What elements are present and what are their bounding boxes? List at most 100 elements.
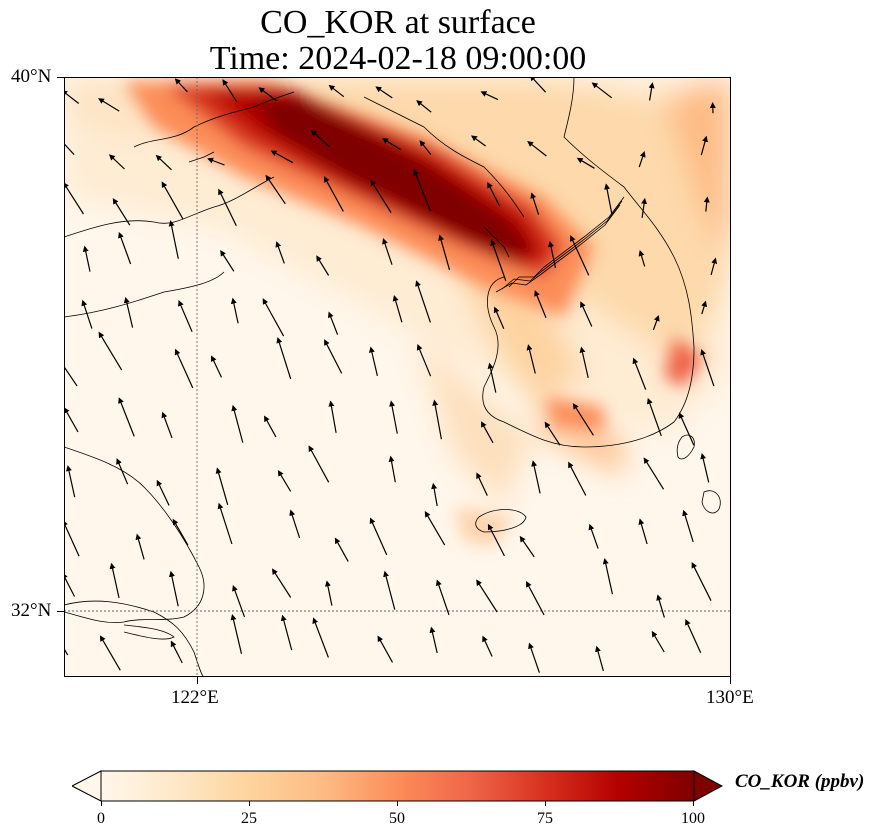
wind-vectors [64, 77, 718, 673]
wind-arrow [271, 568, 292, 598]
wind-arrow [415, 280, 431, 323]
wind-arrow [156, 479, 170, 506]
colorbar [72, 770, 723, 802]
map-panel [64, 77, 731, 677]
lat-tick-label-32: 32°N [11, 600, 52, 621]
wind-arrow [480, 421, 494, 444]
colorbar-extend-high [693, 770, 723, 802]
wind-arrow [588, 523, 599, 549]
wind-arrow [534, 290, 547, 319]
wind-arrow [217, 502, 233, 545]
wind-arrow [570, 235, 590, 276]
colorbar-tick-label-50: 50 [389, 810, 405, 827]
wind-arrow [270, 150, 294, 164]
wind-arrow [568, 461, 587, 496]
wind-arrow [161, 181, 184, 220]
colorbar-body [100, 770, 695, 802]
wind-arrow [431, 482, 438, 507]
colorbar-tick-label-75: 75 [537, 810, 553, 827]
colorbar-tick-mark [693, 801, 694, 806]
wind-arrow [369, 517, 388, 556]
wind-arrow [519, 535, 535, 558]
title-line-2: Time: 2024-02-18 09:00:00 [209, 40, 587, 77]
wind-arrow [480, 91, 499, 101]
map-frame [64, 77, 731, 677]
gridlines [64, 77, 731, 677]
wind-arrow [174, 78, 188, 93]
wind-arrow [595, 645, 604, 672]
wind-arrow [638, 518, 648, 545]
wind-arrow [580, 301, 593, 327]
wind-arrow [220, 249, 235, 272]
wind-arrow [222, 79, 238, 103]
wind-arrow [276, 337, 292, 380]
wind-arrow [389, 400, 398, 434]
wind-arrow [651, 630, 665, 653]
wind-arrow [370, 179, 392, 214]
wind-arrow [493, 306, 505, 329]
wind-arrow [289, 509, 301, 539]
lat-tick-mark-32 [57, 611, 64, 612]
wind-arrow [64, 182, 85, 215]
wind-arrow [703, 196, 710, 212]
wind-arrow [64, 519, 80, 557]
wind-arrow [528, 642, 540, 673]
wind-arrow [368, 346, 378, 377]
wind-arrow [64, 142, 75, 156]
wind-arrow [109, 562, 120, 599]
wind-arrow [210, 355, 223, 378]
wind-arrow [328, 84, 345, 98]
colorbar-tick-mark [397, 801, 398, 806]
wind-arrow [174, 348, 194, 389]
map-plot [64, 77, 731, 677]
colorbar-tick-label-0: 0 [97, 810, 105, 827]
lon-tick-mark-122 [197, 677, 198, 684]
wind-arrow [262, 298, 285, 337]
wind-arrow [116, 458, 129, 485]
wind-arrow [280, 614, 293, 651]
wind-arrow [310, 130, 331, 148]
wind-arrow [383, 570, 396, 610]
wind-arrow [432, 399, 442, 440]
wind-arrow [168, 220, 179, 259]
wind-arrow [572, 403, 594, 436]
lat-tick-mark-40 [57, 77, 64, 78]
wind-arrow [638, 250, 646, 267]
wind-arrow [591, 82, 613, 99]
wind-arrow [64, 647, 69, 656]
wind-arrow [604, 183, 613, 215]
colorbar-label: CO_KOR (ppbv) [735, 771, 865, 792]
wind-arrow [155, 154, 172, 171]
wind-arrow [108, 154, 125, 170]
wind-arrow [413, 169, 431, 212]
wind-arrow [416, 344, 432, 377]
wind-arrow [710, 257, 718, 276]
wind-arrow [316, 255, 330, 276]
wind-arrow [487, 362, 497, 393]
wind-arrow [419, 140, 432, 155]
lat-tick-label-40: 40°N [11, 66, 52, 87]
wind-arrow [691, 562, 712, 601]
wind-arrow [656, 594, 665, 618]
wind-arrow [66, 465, 76, 498]
wind-arrow [64, 572, 76, 597]
wind-arrow [312, 617, 329, 658]
wind-arrow [576, 157, 595, 169]
wind-arrow [435, 579, 450, 616]
title-line-1: CO_KOR at surface [260, 4, 536, 41]
wind-arrow [275, 241, 285, 264]
colorbar-tick-label-25: 25 [241, 810, 257, 827]
colorbar-tick-mark [545, 801, 546, 806]
wind-arrow [334, 537, 349, 562]
wind-arrow [487, 523, 505, 557]
wind-arrow [123, 296, 134, 328]
wind-arrow [230, 297, 239, 324]
colorbar-tick-mark [249, 801, 250, 806]
lon-tick-label-122: 122°E [171, 687, 219, 708]
wind-arrow [170, 640, 183, 664]
wind-arrow [476, 472, 488, 496]
coastlines [64, 77, 721, 677]
wind-arrow [470, 135, 486, 147]
wind-arrow [98, 331, 123, 371]
wind-arrow [700, 452, 710, 483]
